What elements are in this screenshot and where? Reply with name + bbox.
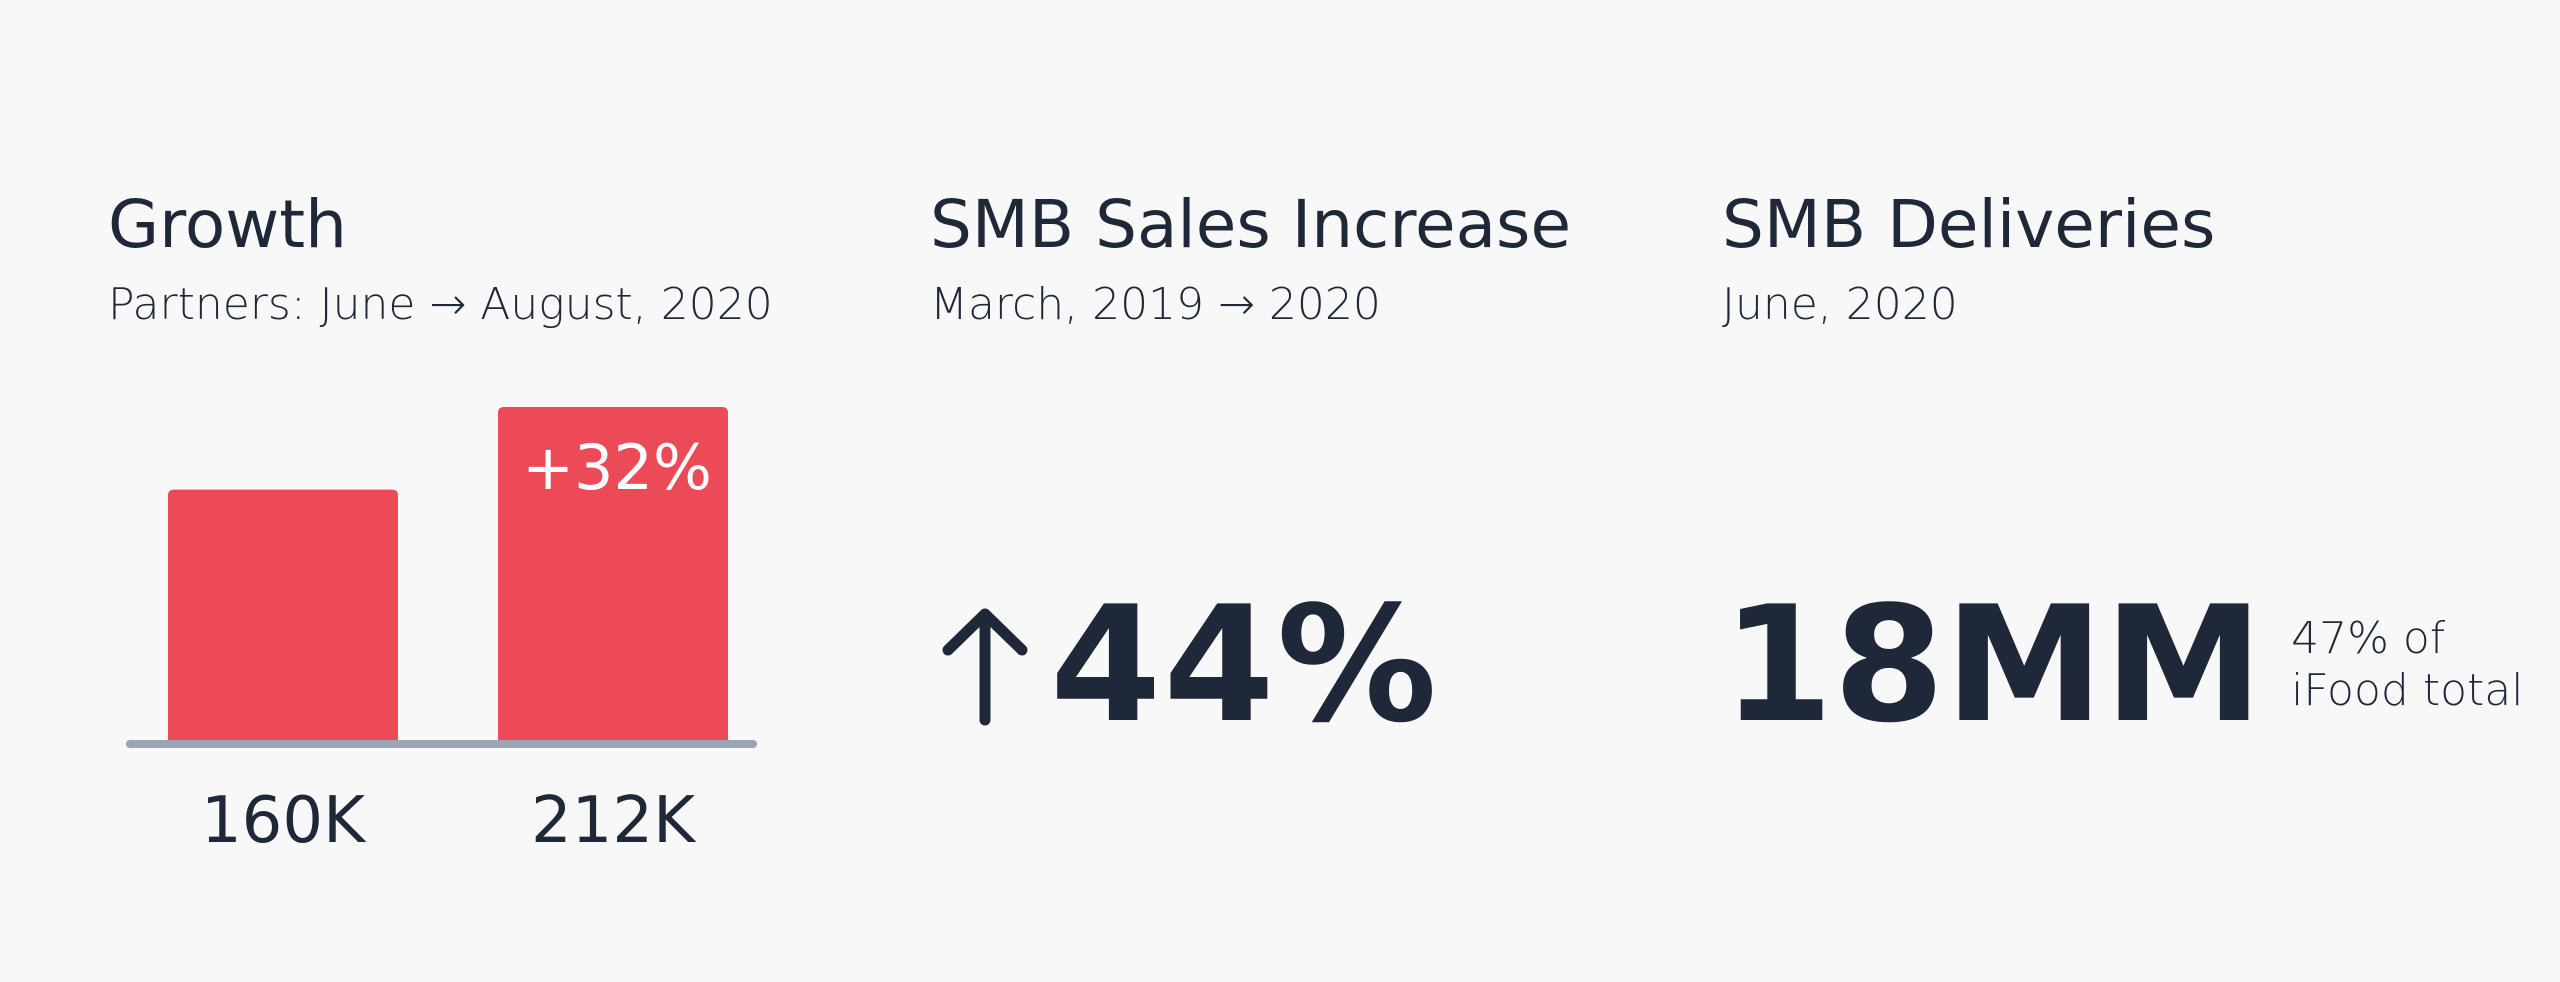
growth-percent-annotation: +32% xyxy=(522,431,712,504)
sales-subtitle: March, 2019 → 2020 xyxy=(930,279,1381,330)
sales-panel: SMB Sales Increase March, 2019 → 2020 44… xyxy=(930,180,1610,745)
deliveries-title: SMB Deliveries xyxy=(1722,186,2216,263)
deliveries-panel: SMB Deliveries June, 2020 18MM 47% of iF… xyxy=(1722,180,2523,745)
deliveries-value-group: 18MM 47% of iFood total xyxy=(1722,571,2551,758)
bar-august xyxy=(498,407,728,744)
arrow-up-icon xyxy=(942,608,1028,726)
sales-increase-value: 44% xyxy=(1050,571,1439,758)
growth-title: Growth xyxy=(108,186,347,263)
growth-panel: Growth Partners: June → August, 2020 xyxy=(108,180,788,340)
deliveries-share-note: 47% of iFood total xyxy=(2291,613,2524,716)
sales-value-group: 44% xyxy=(940,571,1439,758)
bar-value-label: 160K xyxy=(201,784,367,858)
deliveries-subtitle: June, 2020 xyxy=(1722,279,1958,330)
bar-june xyxy=(168,489,398,744)
growth-subtitle: Partners: June → August, 2020 xyxy=(108,279,773,330)
sales-title: SMB Sales Increase xyxy=(930,186,1572,263)
bar-value-label: 212K xyxy=(531,784,697,858)
deliveries-value: 18MM xyxy=(1722,571,2264,758)
